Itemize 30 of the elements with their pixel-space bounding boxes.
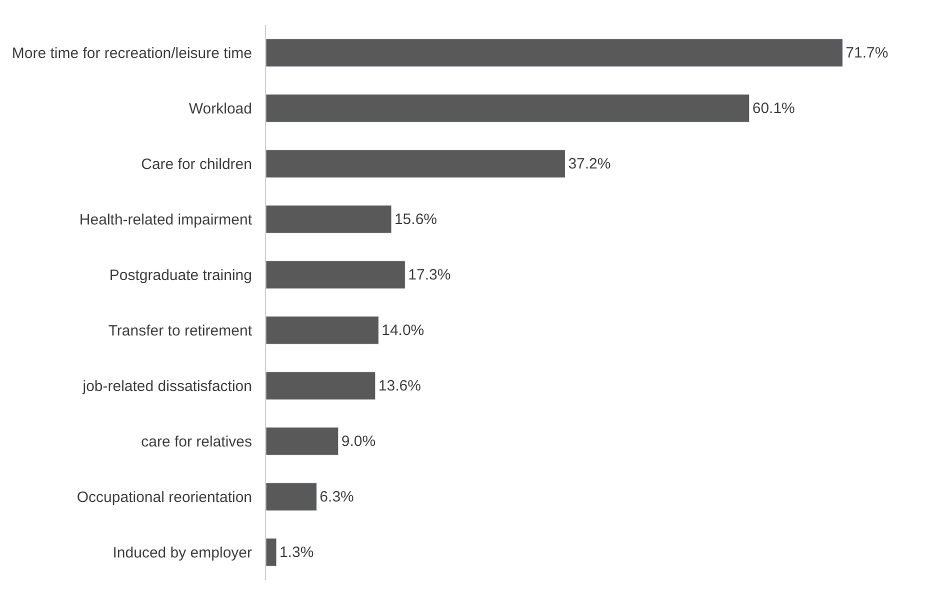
y-tick-label: job-related dissatisfaction: [82, 378, 252, 395]
bar: [266, 482, 317, 511]
data-label: 1.3%: [279, 544, 314, 561]
bar: [266, 372, 376, 400]
y-tick-label: Transfer to retirement: [108, 322, 253, 340]
bar: [266, 316, 379, 344]
data-label: 9.0%: [341, 432, 376, 450]
data-label: 6.3%: [320, 488, 354, 506]
bar: [266, 427, 339, 456]
bar: [266, 38, 843, 67]
y-tick-label: Occupational reorientation: [76, 489, 252, 506]
y-tick-label: care for relatives: [141, 434, 252, 450]
bar: [266, 205, 392, 234]
data-label: 13.6%: [378, 377, 421, 394]
y-tick-label: Care for children: [141, 156, 252, 173]
y-tick-label: Induced by employer: [112, 544, 252, 562]
data-label: 15.6%: [394, 210, 438, 228]
y-tick-label: Workload: [188, 100, 252, 118]
bar: [266, 538, 277, 566]
bar: [266, 94, 750, 122]
data-label: 71.7%: [846, 44, 888, 62]
y-tick-label: Health-related impairment: [79, 212, 253, 228]
data-label: 14.0%: [382, 322, 424, 339]
bar: [266, 150, 566, 178]
y-tick-label: More time for recreation/leisure time: [12, 45, 252, 62]
data-label: 60.1%: [752, 100, 795, 117]
y-tick-label: Postgraduate training: [109, 267, 252, 284]
bar: [266, 260, 406, 289]
data-label: 17.3%: [408, 266, 451, 284]
data-label: 37.2%: [568, 155, 611, 172]
